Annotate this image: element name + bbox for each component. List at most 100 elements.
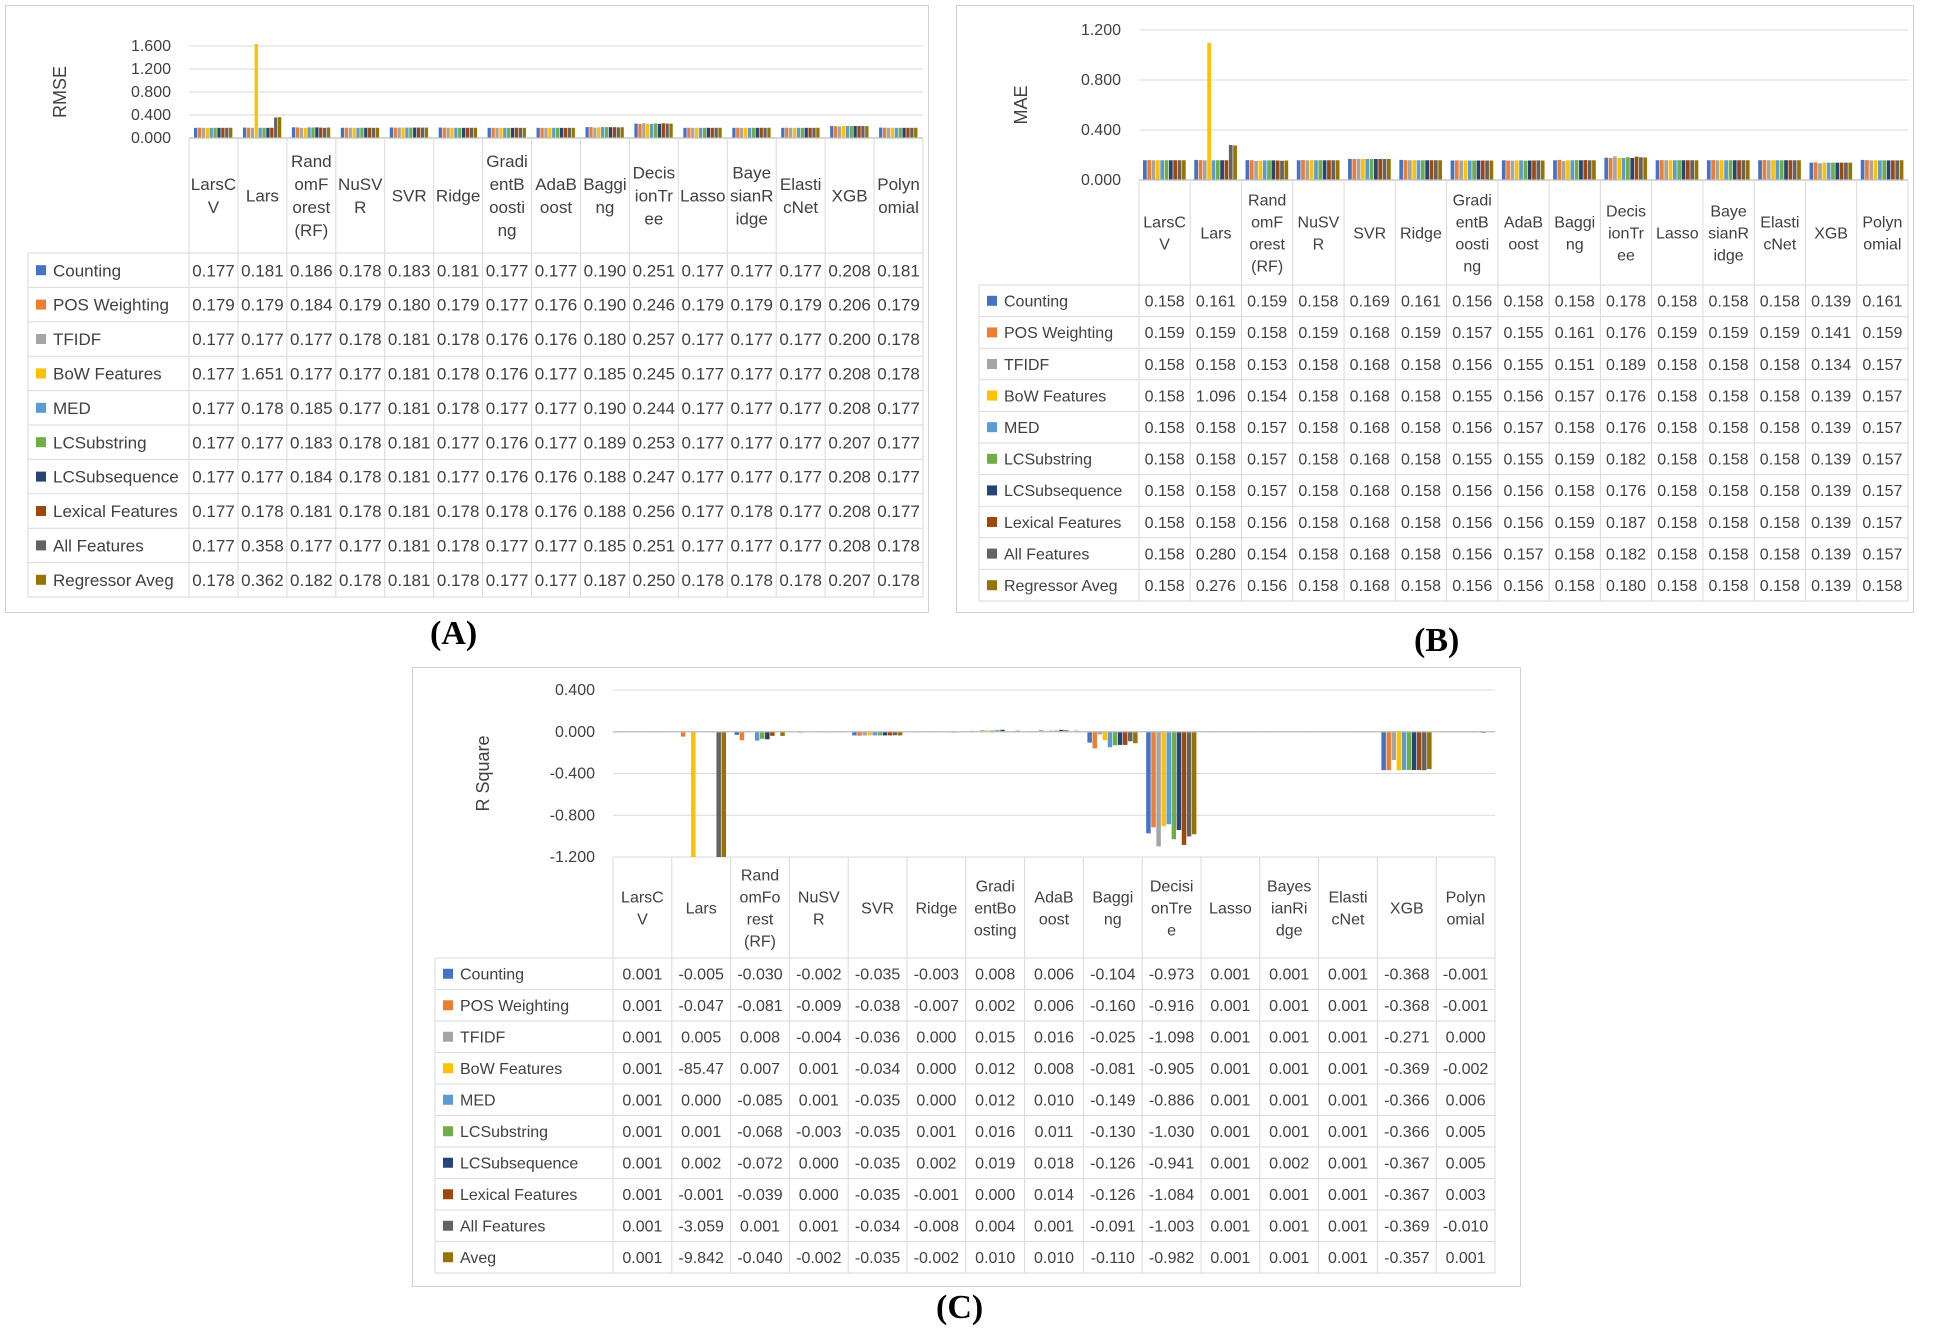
bar (852, 731, 857, 736)
data-value: 0.158 (1657, 420, 1697, 437)
category-label: Lasso (1656, 225, 1699, 242)
category-label-line: NuSV (798, 889, 840, 906)
data-value: 0.158 (1709, 294, 1749, 311)
bar (1532, 160, 1536, 180)
data-value: -0.357 (1384, 1250, 1429, 1267)
bar (845, 126, 849, 138)
category-label: Lars (686, 900, 717, 917)
category-label: Rand omFo rest (RF) (740, 867, 781, 950)
data-value: 0.178 (339, 571, 382, 590)
category-label-line: entB (1456, 214, 1489, 231)
data-value: 0.177 (486, 399, 529, 418)
data-value: 0.159 (1196, 325, 1236, 342)
bar (1822, 162, 1827, 180)
category-label-line: Baggi (583, 175, 626, 194)
category-label-line: Baggi (1554, 214, 1595, 231)
data-value: -0.009 (796, 998, 841, 1015)
data-value: 0.000 (916, 1061, 956, 1078)
data-value: 0.001 (1269, 1219, 1309, 1236)
bar (1416, 731, 1422, 771)
bar (862, 731, 867, 736)
category-label: Elasti cNet (1328, 889, 1367, 928)
data-value: 1.651 (241, 365, 284, 384)
bar (612, 127, 617, 138)
category-label: XGB (1390, 900, 1424, 917)
data-value: 0.157 (1862, 546, 1902, 563)
bar (340, 127, 345, 138)
data-value: 0.155 (1503, 325, 1543, 342)
data-value: 0.005 (681, 1030, 721, 1047)
data-value: 0.168 (1350, 357, 1390, 374)
bar (1331, 160, 1336, 180)
data-value: 0.178 (486, 502, 529, 521)
bar (1826, 162, 1831, 180)
bar (274, 117, 278, 138)
data-value: 0.156 (1503, 515, 1543, 532)
data-value: 0.156 (1452, 294, 1492, 311)
data-value: 0.158 (1503, 294, 1543, 311)
data-value: 0.158 (1298, 420, 1338, 437)
bar (1387, 159, 1391, 180)
data-value: 0.012 (975, 1061, 1015, 1078)
data-value: -0.035 (855, 1124, 900, 1141)
bar (834, 126, 838, 138)
category-label-line: Decis (1606, 203, 1646, 220)
bar (646, 123, 650, 138)
bar (469, 127, 474, 138)
data-value: 0.015 (975, 1030, 1015, 1047)
data-value: 0.001 (681, 1124, 721, 1141)
y-tick-label: 1.600 (131, 38, 171, 55)
bar (323, 127, 327, 138)
data-value: -0.030 (737, 967, 782, 984)
data-value: 0.159 (1555, 515, 1595, 532)
data-value: 0.001 (1328, 1124, 1368, 1141)
data-value: 0.158 (1298, 452, 1338, 469)
bar (683, 127, 687, 138)
data-value: 0.176 (535, 330, 578, 349)
bar (1630, 158, 1635, 180)
data-value: 0.158 (1709, 483, 1749, 500)
bar (1655, 160, 1660, 180)
bar (217, 127, 221, 138)
data-value: 0.157 (1503, 546, 1543, 563)
bar (601, 127, 605, 138)
data-value: 0.178 (877, 365, 920, 384)
data-value: 0.181 (388, 537, 431, 556)
data-value: 0.001 (1210, 1124, 1250, 1141)
bar (857, 731, 862, 736)
bar (979, 730, 985, 732)
data-value: 0.158 (1760, 357, 1800, 374)
data-value: 0.159 (1709, 325, 1749, 342)
series-name: Regressor Aveg (53, 571, 174, 590)
bar (1107, 731, 1113, 748)
bar (1401, 731, 1407, 770)
data-value: 0.182 (1606, 452, 1646, 469)
data-value: -0.004 (796, 1030, 841, 1047)
series-name: All Features (460, 1219, 545, 1236)
data-value: 0.177 (192, 433, 235, 452)
bar (1467, 160, 1472, 180)
rmse-chart-panel: 0.000 0.400 0.800 1.200 1.600 RMSE LarsC V Lars R… (5, 5, 929, 613)
category-label-line: ee (644, 210, 663, 229)
bar (1626, 157, 1630, 180)
bar (808, 127, 812, 138)
category-label: AdaB oost (1034, 889, 1073, 928)
bar (1809, 162, 1814, 180)
category-label: LarsC V (1143, 214, 1186, 253)
bar (1579, 160, 1583, 180)
bar (1191, 731, 1197, 835)
series-name: LCSubsequence (460, 1156, 578, 1173)
category-label-line: NuSV (338, 175, 383, 194)
data-value: 0.161 (1401, 294, 1441, 311)
data-value: 0.176 (486, 330, 529, 349)
bar (1459, 160, 1463, 180)
data-value: 0.001 (1210, 1250, 1250, 1267)
data-value: 0.001 (1328, 1156, 1368, 1173)
data-value: -1.030 (1149, 1124, 1194, 1141)
bar (1245, 160, 1250, 180)
data-value: 0.177 (339, 399, 382, 418)
data-value: 0.256 (633, 502, 676, 521)
category-label-line: AdaB (535, 175, 577, 194)
bar (1681, 160, 1686, 180)
category-label-line: Baye (1710, 203, 1747, 220)
